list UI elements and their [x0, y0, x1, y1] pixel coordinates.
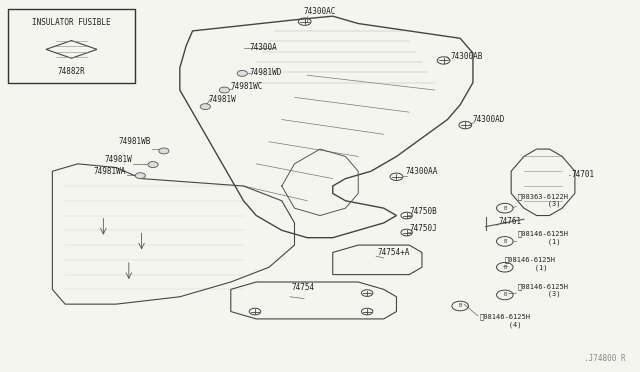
Text: .J74800 R: .J74800 R: [584, 354, 626, 363]
Text: B: B: [503, 265, 506, 270]
Circle shape: [159, 148, 169, 154]
Text: 74981WB: 74981WB: [119, 137, 151, 146]
Circle shape: [148, 161, 158, 167]
Text: B: B: [503, 292, 506, 298]
Text: 74300AB: 74300AB: [451, 52, 483, 61]
Text: 74981W: 74981W: [209, 95, 236, 104]
Text: 74882R: 74882R: [58, 67, 85, 76]
FancyBboxPatch shape: [8, 9, 135, 83]
Text: 74981WD: 74981WD: [250, 68, 282, 77]
Text: Ⓑ08363-6122H
       (3): Ⓑ08363-6122H (3): [518, 193, 568, 207]
Text: Ⓑ08146-6125H
       (4): Ⓑ08146-6125H (4): [479, 314, 531, 328]
Circle shape: [135, 173, 145, 179]
Text: 74300AA: 74300AA: [405, 167, 438, 176]
Text: B: B: [503, 239, 506, 244]
Text: B: B: [459, 304, 462, 308]
Text: 74701: 74701: [572, 170, 595, 179]
Text: 74300A: 74300A: [250, 43, 278, 52]
Text: 74981WA: 74981WA: [93, 167, 125, 176]
Text: 74754+A: 74754+A: [378, 248, 410, 257]
Text: 74761: 74761: [499, 217, 522, 225]
Circle shape: [220, 87, 230, 93]
Text: 74754: 74754: [291, 283, 314, 292]
Text: 74981WC: 74981WC: [231, 82, 263, 91]
Text: Ⓑ08146-6125H
       (1): Ⓑ08146-6125H (1): [518, 231, 568, 245]
Text: INSULATOR FUSIBLE: INSULATOR FUSIBLE: [32, 18, 111, 27]
Circle shape: [237, 70, 247, 76]
Text: 74981W: 74981W: [104, 155, 132, 164]
Text: 74750J: 74750J: [409, 224, 437, 233]
Text: 74300AC: 74300AC: [304, 7, 336, 16]
Text: B: B: [503, 206, 506, 211]
Text: 74300AD: 74300AD: [473, 115, 506, 124]
Text: Ⓑ08146-6125H
       (1): Ⓑ08146-6125H (1): [505, 256, 556, 270]
Text: Ⓑ08146-6125H
       (3): Ⓑ08146-6125H (3): [518, 283, 568, 297]
Text: 74750B: 74750B: [409, 207, 437, 217]
Circle shape: [200, 104, 211, 110]
